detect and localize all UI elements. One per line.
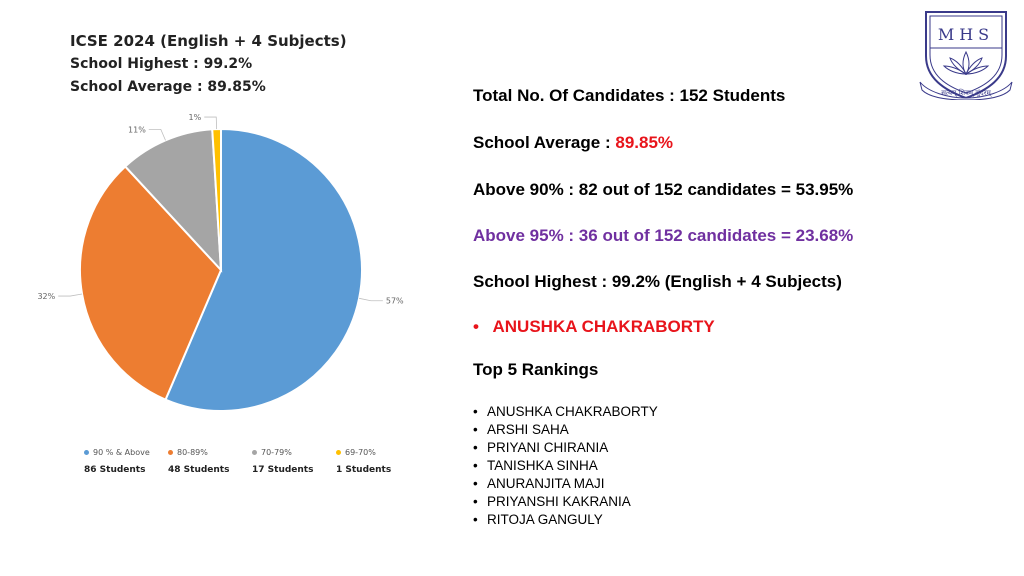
pie-leader-line-2 <box>58 293 83 297</box>
pie-slice-1 <box>164 127 363 412</box>
topper-row: • ANUSHKA CHAKRABORTY <box>473 317 715 337</box>
school-highest-stat: School Highest : 99.2% (English + 4 Subj… <box>473 272 842 291</box>
legend-label-3: 70-79% <box>261 448 292 457</box>
legend-marker-3 <box>252 450 257 455</box>
school-average-label: School Average : <box>473 133 611 152</box>
bullet-icon: • <box>473 440 478 455</box>
school-average-value: 89.85% <box>615 133 674 152</box>
rankings-list: • ANUSHKA CHAKRABORTY • ARSHI SAHA • PRIYANI … <box>473 403 658 529</box>
chart-header: ICSE 2024 (English + 4 Subjects) School … <box>70 30 347 99</box>
legend-label-4: 69-70% <box>345 448 376 457</box>
lotus-crest-icon: MHS सत्यम् शिवम् सुंदरम् <box>919 11 1013 100</box>
ranking-name: TANISHKA SINHA <box>487 458 598 473</box>
topper-bullet: • <box>473 317 479 336</box>
pie-chart: 57% 32% 11% 1% <box>37 113 404 412</box>
rankings-heading: Top 5 Rankings <box>473 360 599 379</box>
chart-highest: School Highest : 99.2% <box>70 56 253 72</box>
legend-count-1: 86 Students <box>84 465 146 475</box>
topper-name: ANUSHKA CHAKRABORTY <box>492 317 715 336</box>
ranking-name: ANUSHKA CHAKRABORTY <box>487 404 658 419</box>
bullet-icon: • <box>473 422 478 437</box>
pie-slice-2 <box>79 165 223 401</box>
chart-title: ICSE 2024 (English + 4 Subjects) <box>70 32 347 50</box>
legend-marker-4 <box>336 450 341 455</box>
legend-item-4: 69-70% <box>336 448 376 457</box>
ranking-name: PRIYANSHI KAKRANIA <box>487 494 631 509</box>
pie-data-label-1: 57% <box>386 297 404 306</box>
legend-label-2: 80-89% <box>177 448 208 457</box>
ranking-name: ARSHI SAHA <box>487 422 569 437</box>
chart-legend: 90 % & Above 86 Students 80-89% 48 Students… <box>0 448 440 488</box>
bullet-icon: • <box>473 494 478 509</box>
legend-item-1: 90 % & Above <box>84 448 150 457</box>
ranking-item: • PRIYANSHI KAKRANIA <box>473 493 658 511</box>
school-average-row: School Average : 89.85% <box>473 133 673 153</box>
logo-motto: सत्यम् शिवम् सुंदरम् <box>941 88 992 97</box>
bullet-icon: • <box>473 512 478 527</box>
legend-marker-2 <box>168 450 173 455</box>
ranking-name: ANURANJITA MAJI <box>487 476 605 491</box>
pie-data-label-3: 11% <box>128 125 146 134</box>
legend-item-3: 70-79% <box>252 448 292 457</box>
bullet-icon: • <box>473 404 478 419</box>
legend-count-3: 17 Students <box>252 465 314 475</box>
legend-marker-1 <box>84 450 89 455</box>
legend-count-2: 48 Students <box>168 465 230 475</box>
total-candidates: Total No. Of Candidates : 152 Students <box>473 86 786 105</box>
pie-leader-line-4 <box>204 116 218 130</box>
above-95-stat: Above 95% : 36 out of 152 candidates = 2… <box>473 226 854 245</box>
ranking-item: • TANISHKA SINHA <box>473 457 658 475</box>
ranking-item: • PRIYANI CHIRANIA <box>473 439 658 457</box>
ranking-item: • ANUSHKA CHAKRABORTY <box>473 403 658 421</box>
ranking-item: • ANURANJITA MAJI <box>473 475 658 493</box>
ranking-item: • ARSHI SAHA <box>473 421 658 439</box>
pie-data-label-2: 32% <box>37 292 55 301</box>
ranking-name: RITOJA GANGULY <box>487 512 603 527</box>
pie-data-label-4: 1% <box>189 113 202 122</box>
pie-leader-line-1 <box>359 297 383 302</box>
bullet-icon: • <box>473 458 478 473</box>
pie-slice-3 <box>123 128 223 273</box>
ranking-item: • RITOJA GANGULY <box>473 511 658 529</box>
above-90-stat: Above 90% : 82 out of 152 candidates = 5… <box>473 180 854 199</box>
pie-slice-4 <box>211 127 222 271</box>
legend-label-1: 90 % & Above <box>93 448 150 457</box>
legend-count-4: 1 Students <box>336 465 392 475</box>
legend-item-2: 80-89% <box>168 448 208 457</box>
bullet-icon: • <box>473 476 478 491</box>
pie-leader-line-3 <box>148 128 166 141</box>
ranking-name: PRIYANI CHIRANIA <box>487 440 609 455</box>
chart-average: School Average : 89.85% <box>70 79 266 95</box>
logo-letters: MHS <box>938 25 994 44</box>
